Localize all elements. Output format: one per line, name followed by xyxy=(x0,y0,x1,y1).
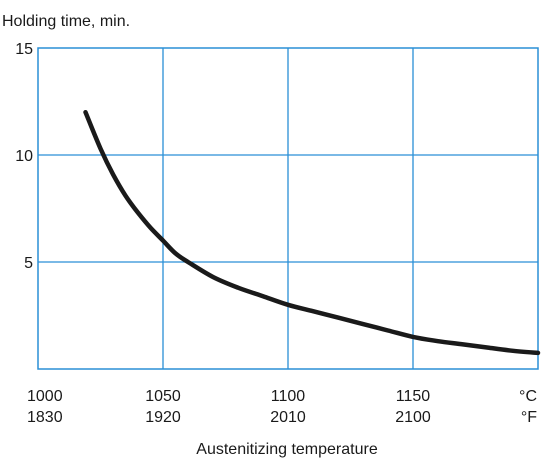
unit-fahrenheit-label: °F xyxy=(521,409,537,426)
x-tick-label-fahrenheit: 2010 xyxy=(270,409,306,426)
x-tick-label-fahrenheit: 2100 xyxy=(395,409,431,426)
x-tick-label-celsius: 1000 xyxy=(27,388,63,405)
y-tick-label: 15 xyxy=(15,41,33,58)
grid xyxy=(38,48,538,369)
y-axis-title: Holding time, min. xyxy=(2,13,130,30)
x-tick-label-fahrenheit: 1830 xyxy=(27,409,63,426)
y-tick-labels: 5 10 15 xyxy=(15,41,33,272)
x-tick-label-celsius: 1150 xyxy=(396,388,431,405)
unit-celsius-label: °C xyxy=(519,388,537,405)
y-tick-label: 10 xyxy=(15,148,33,165)
x-tick-label-fahrenheit: 1920 xyxy=(145,409,181,426)
y-tick-label: 5 xyxy=(24,255,33,272)
x-axis-title: Austenitizing temperature xyxy=(196,441,378,458)
holding-time-curve xyxy=(83,109,541,356)
plot-frame xyxy=(37,47,539,370)
x-tick-labels: 1000 1830 1050 1920 1100 2010 1150 2100 xyxy=(27,388,431,426)
x-tick-label-celsius: 1050 xyxy=(145,388,181,405)
x-tick-label-celsius: 1100 xyxy=(271,388,306,405)
